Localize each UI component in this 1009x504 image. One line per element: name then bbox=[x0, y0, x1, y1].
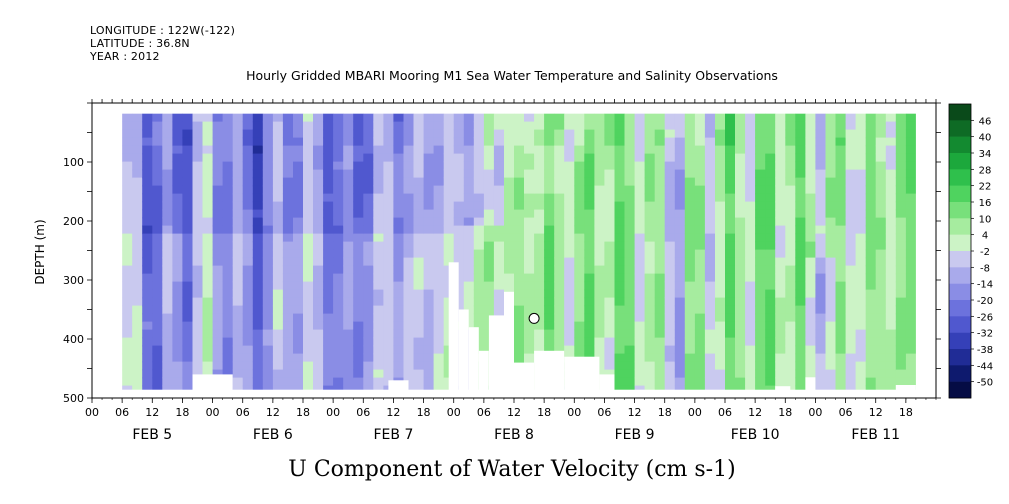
x-tick-label: 06 bbox=[356, 406, 370, 419]
x-tick-label: 12 bbox=[628, 406, 642, 419]
colorbar-swatch bbox=[949, 365, 971, 382]
colorbar-label: 4 bbox=[982, 231, 988, 242]
colorbar-swatch bbox=[949, 332, 971, 350]
x-tick-label: 12 bbox=[748, 406, 762, 419]
colorbar-swatch bbox=[949, 251, 971, 268]
chart-title: Hourly Gridded MBARI Mooring M1 Sea Wate… bbox=[246, 68, 778, 83]
x-day-label: FEB 6 bbox=[253, 427, 293, 443]
x-day-label: FEB 7 bbox=[373, 427, 413, 443]
x-tick-label: 18 bbox=[175, 406, 189, 419]
colorbar-label: 40 bbox=[979, 133, 992, 144]
colorbar-label: -50 bbox=[977, 378, 993, 389]
y-tick-label: 300 bbox=[63, 274, 84, 287]
year-label: YEAR : 2012 bbox=[90, 50, 160, 63]
x-tick-label: 12 bbox=[386, 406, 400, 419]
x-tick-label: 18 bbox=[537, 406, 551, 419]
colorbar-label: -44 bbox=[977, 361, 993, 372]
x-tick-label: 00 bbox=[688, 406, 702, 419]
colorbar-swatch bbox=[949, 283, 971, 301]
x-tick-label: 18 bbox=[658, 406, 672, 419]
x-tick-label: 12 bbox=[266, 406, 280, 419]
colorbar-swatch bbox=[949, 300, 971, 317]
colorbar-label: -26 bbox=[977, 312, 993, 323]
x-day-label: FEB 10 bbox=[731, 427, 780, 443]
y-tick-label: 400 bbox=[63, 333, 84, 346]
y-tick-label: 500 bbox=[63, 392, 84, 405]
colorbar-swatch bbox=[949, 234, 971, 252]
colorbar-label: 22 bbox=[979, 182, 992, 193]
y-tick-label: 100 bbox=[63, 156, 84, 169]
y-axis-label: DEPTH (m) bbox=[33, 219, 47, 284]
latitude-label: LATITUDE : 36.8N bbox=[90, 37, 190, 50]
x-tick-label: 18 bbox=[778, 406, 792, 419]
colorbar-label: 16 bbox=[979, 198, 992, 209]
x-tick-label: 00 bbox=[206, 406, 220, 419]
x-tick-label: 18 bbox=[899, 406, 913, 419]
colorbar-swatch bbox=[949, 136, 971, 154]
colorbar-label: -8 bbox=[980, 263, 990, 274]
colorbar-label: -38 bbox=[977, 345, 993, 356]
x-tick-label: 00 bbox=[567, 406, 581, 419]
colorbar-swatch bbox=[949, 218, 971, 235]
colorbar-swatch bbox=[949, 169, 971, 186]
colorbar-swatch bbox=[949, 120, 971, 137]
y-tick-label: 200 bbox=[63, 215, 84, 228]
colorbar-label: 46 bbox=[979, 116, 992, 127]
colorbar: 46 40 34 28 22 16 10 4 -2 -8 -14 -20 -26 -32 -38 -44 -50 bbox=[948, 103, 993, 399]
x-tick-label: 12 bbox=[507, 406, 521, 419]
colorbar-swatch bbox=[949, 267, 971, 284]
x-tick-label: 06 bbox=[839, 406, 853, 419]
plot-axes: 00 06 12 18 00 06 12 18 00 06 12 18 00 06 12 18 00 06 12 18… bbox=[63, 99, 941, 443]
heatmap-field bbox=[92, 103, 936, 398]
x-day-label: FEB 5 bbox=[132, 427, 172, 443]
heatmap-cells bbox=[122, 113, 917, 395]
x-tick-label: 06 bbox=[115, 406, 129, 419]
x-tick-label: 18 bbox=[417, 406, 431, 419]
x-tick-label: 06 bbox=[236, 406, 250, 419]
colorbar-label: -2 bbox=[980, 247, 990, 258]
colorbar-swatch bbox=[949, 316, 971, 333]
x-tick-label: 12 bbox=[145, 406, 159, 419]
x-tick-label: 00 bbox=[808, 406, 822, 419]
colorbar-label: 10 bbox=[979, 214, 992, 225]
colorbar-label: -14 bbox=[977, 280, 993, 291]
colorbar-label: 28 bbox=[979, 165, 992, 176]
colorbar-swatch bbox=[949, 185, 971, 203]
colorbar-swatch bbox=[949, 381, 971, 399]
colorbar-swatch bbox=[949, 153, 971, 170]
x-day-label: FEB 8 bbox=[494, 427, 534, 443]
x-tick-label: 00 bbox=[447, 406, 461, 419]
colorbar-swatch bbox=[949, 349, 971, 366]
colorbar-swatch bbox=[949, 202, 971, 219]
longitude-label: LONGITUDE : 122W(-122) bbox=[90, 24, 236, 37]
x-tick-label: 06 bbox=[597, 406, 611, 419]
x-axis-label: U Component of Water Velocity (cm s-1) bbox=[288, 457, 735, 482]
x-tick-label: 06 bbox=[718, 406, 732, 419]
feature-marker bbox=[528, 312, 540, 324]
x-tick-label: 06 bbox=[477, 406, 491, 419]
x-tick-label: 18 bbox=[296, 406, 310, 419]
x-tick-label: 12 bbox=[869, 406, 883, 419]
colorbar-label: -20 bbox=[977, 296, 993, 307]
x-day-label: FEB 11 bbox=[851, 427, 900, 443]
colorbar-swatch bbox=[949, 104, 971, 121]
colorbar-label: -32 bbox=[977, 329, 993, 340]
x-tick-label: 00 bbox=[326, 406, 340, 419]
x-tick-label: 00 bbox=[85, 406, 99, 419]
x-day-label: FEB 9 bbox=[615, 427, 655, 443]
colorbar-label: 34 bbox=[979, 149, 992, 160]
